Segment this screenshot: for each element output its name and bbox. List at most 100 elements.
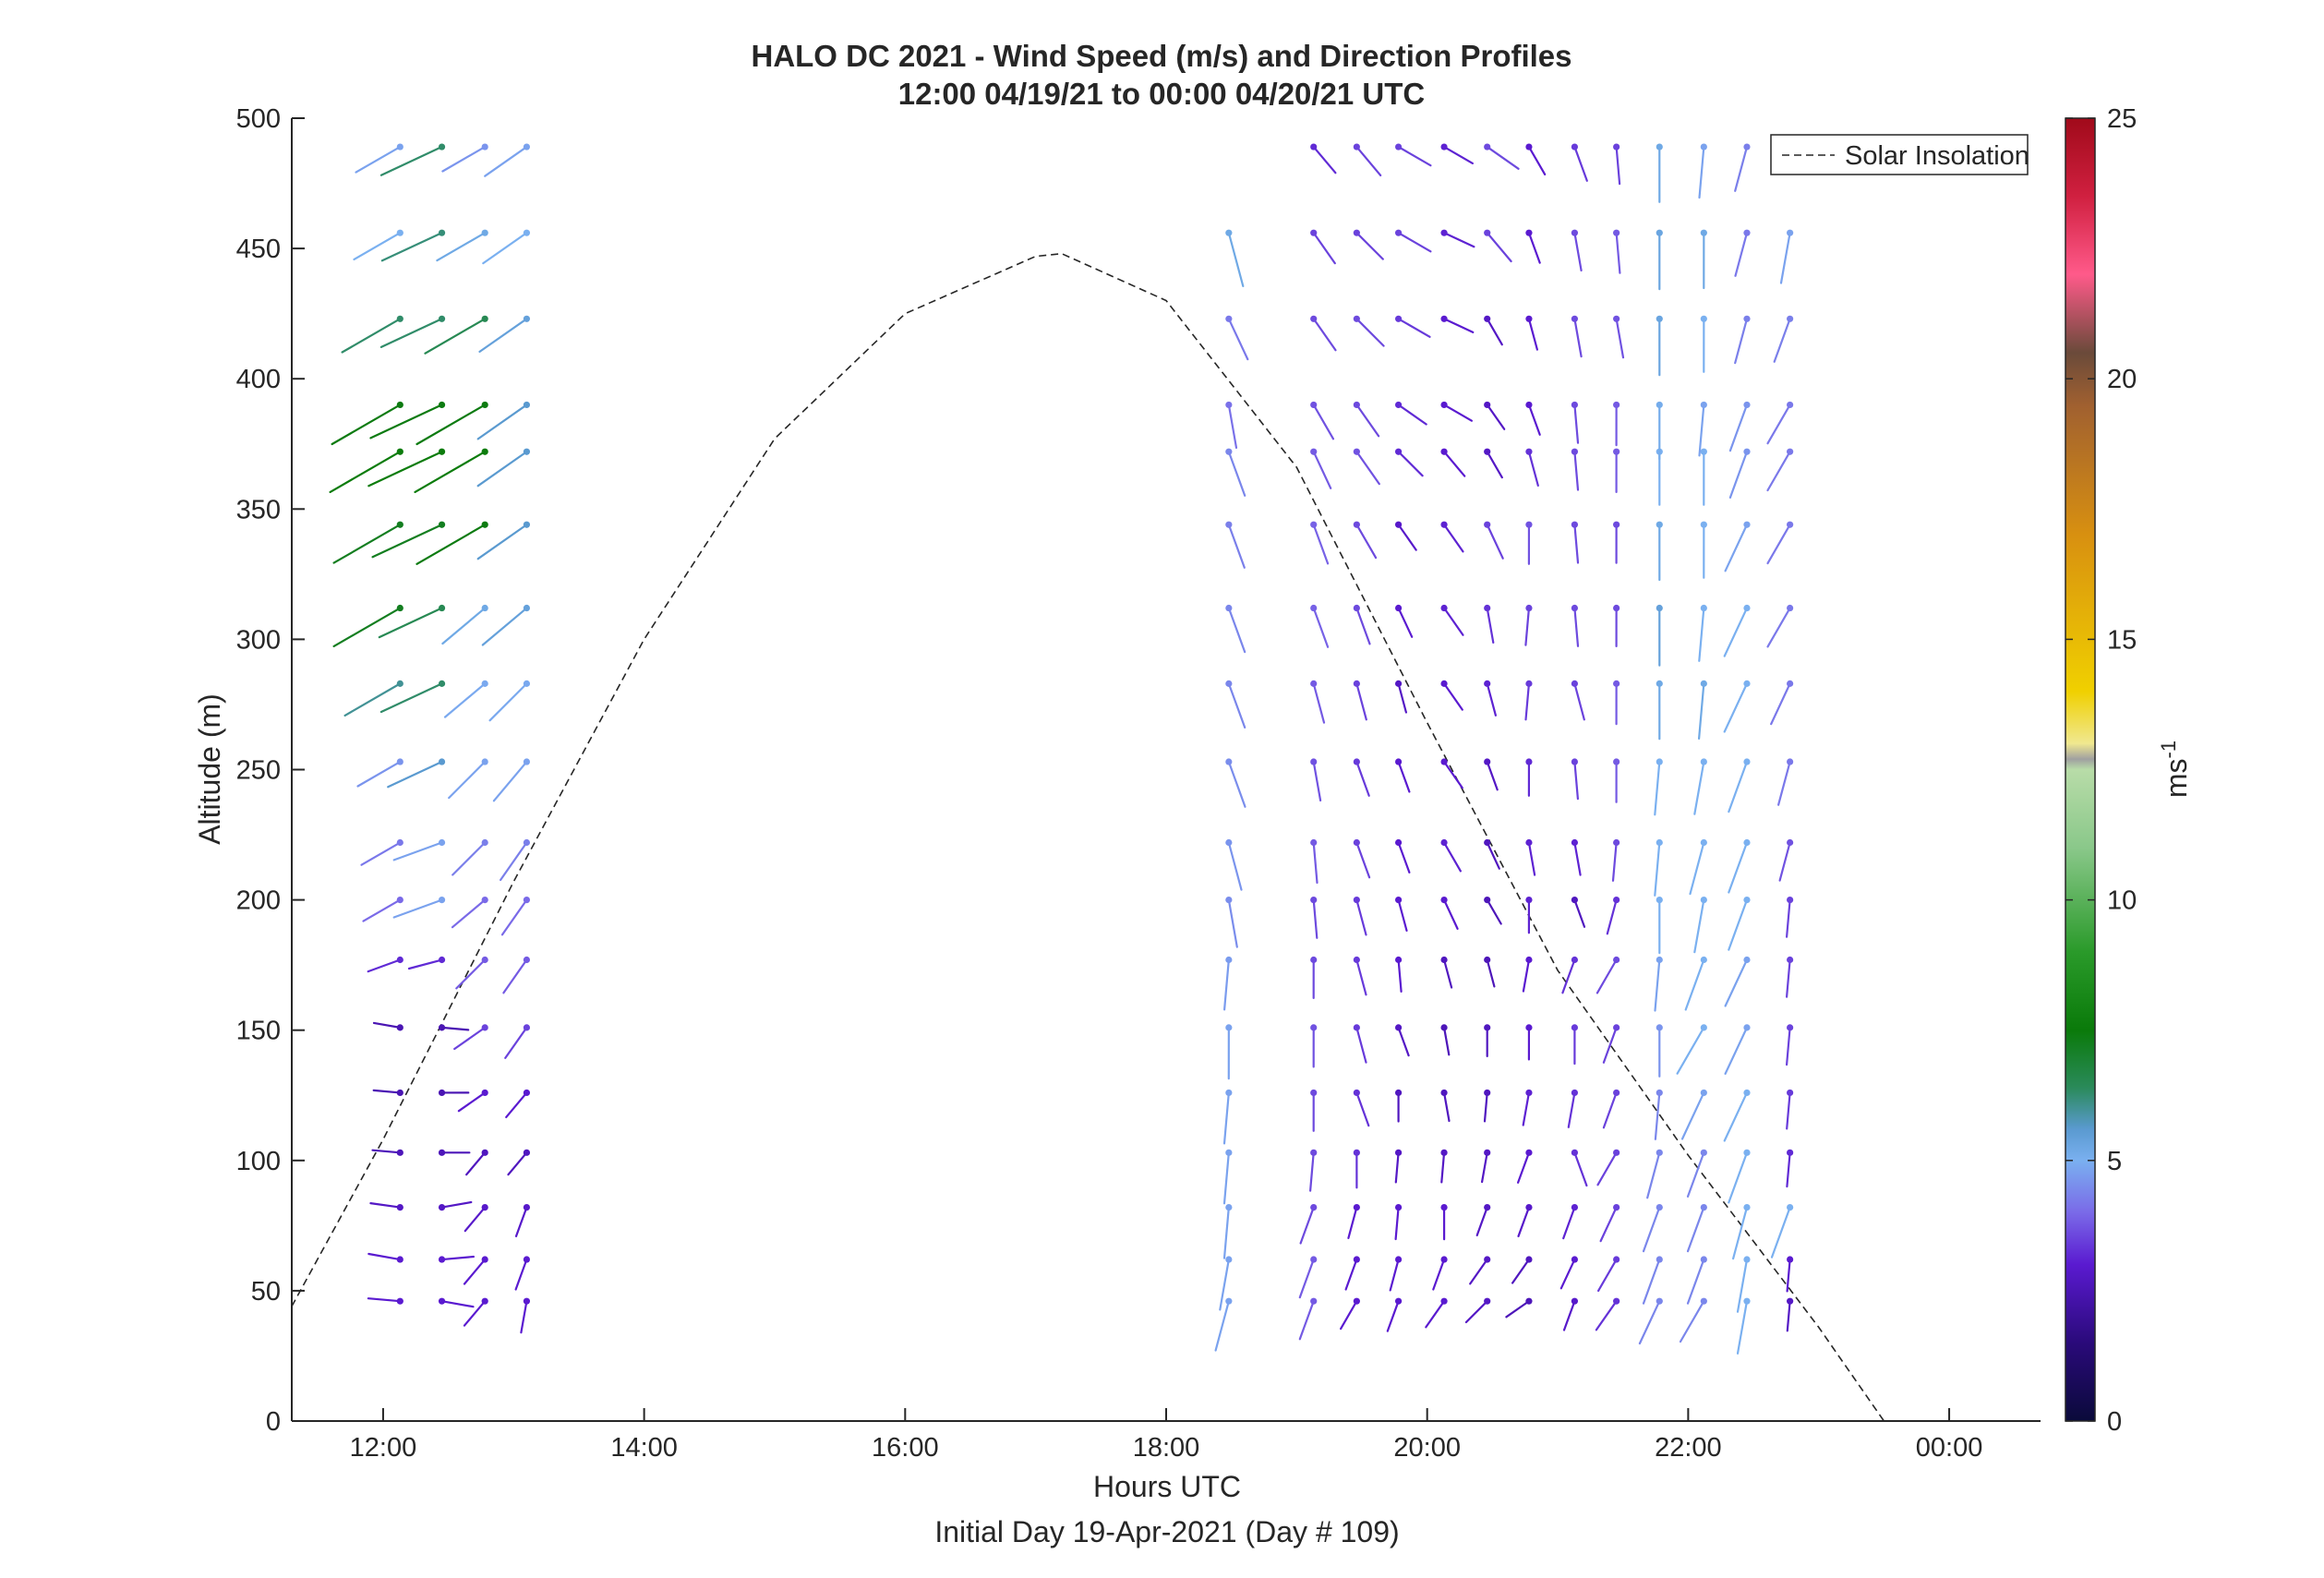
wind-barb-point xyxy=(396,838,403,847)
wind-barb-point xyxy=(1613,1297,1620,1305)
colorbar-tick-label: 15 xyxy=(2107,625,2137,655)
wind-barb-point xyxy=(1656,229,1663,236)
wind-barb xyxy=(1736,1300,1749,1355)
wind-barb-point xyxy=(1656,401,1663,409)
wind-barb-point xyxy=(1310,956,1318,964)
y-tick-label: 100 xyxy=(236,1147,281,1176)
wind-barb xyxy=(414,451,487,494)
wind-barb-point xyxy=(1353,1203,1360,1211)
wind-barb-point xyxy=(1394,448,1403,455)
wind-barb-point xyxy=(1656,956,1663,964)
wind-barb-point xyxy=(1613,897,1620,904)
wind-barb-point xyxy=(438,401,446,409)
wind-barb-point xyxy=(1525,758,1533,765)
wind-barb xyxy=(1779,232,1791,284)
wind-barb-point xyxy=(1613,680,1620,687)
wind-barb-point xyxy=(1353,838,1360,847)
wind-barb-point xyxy=(1525,1089,1533,1097)
wind-barb xyxy=(1785,1026,1791,1066)
wind-barb-point xyxy=(1484,401,1491,409)
wind-profile-column xyxy=(1464,143,1520,1324)
wind-barb xyxy=(1442,958,1453,989)
colorbar-tick-label: 25 xyxy=(2107,104,2137,134)
wind-barb xyxy=(369,1201,402,1209)
wind-barb-point xyxy=(481,1256,488,1263)
wind-barb xyxy=(1483,1091,1488,1123)
wind-barb xyxy=(1486,318,1503,346)
wind-barb-point xyxy=(1225,838,1233,847)
colorbar-label-exponent: -1 xyxy=(2157,741,2180,759)
wind-barb-point xyxy=(1613,229,1620,236)
wind-barb xyxy=(1355,232,1384,260)
wind-barb xyxy=(1442,145,1475,164)
wind-barb xyxy=(505,1091,528,1119)
wind-barb-point xyxy=(1484,758,1491,765)
wind-barb-point xyxy=(1484,897,1491,904)
wind-barb xyxy=(1397,760,1411,793)
wind-barb-point xyxy=(1484,448,1491,455)
wind-barb-point xyxy=(396,1089,403,1097)
wind-profile-column xyxy=(1766,229,1794,1332)
wind-barb-point xyxy=(1484,1024,1491,1031)
solar-insolation-curve xyxy=(292,252,2041,1421)
wind-barb xyxy=(1615,318,1625,359)
wind-barb-point xyxy=(1225,897,1233,904)
wind-barb xyxy=(1339,1300,1358,1331)
colorbar-tick-label: 20 xyxy=(2107,365,2137,394)
wind-barb xyxy=(1693,760,1705,815)
wind-barb-point xyxy=(438,521,446,528)
wind-barb-point xyxy=(1310,838,1318,847)
wind-barb xyxy=(379,682,443,714)
wind-barb xyxy=(1389,1258,1400,1292)
wind-barb xyxy=(1480,1151,1488,1184)
wind-barb-point xyxy=(1484,1297,1491,1305)
wind-barb xyxy=(1397,524,1417,551)
wind-barb-point xyxy=(523,1297,531,1305)
wind-barb-point xyxy=(481,680,488,687)
wind-barb xyxy=(1573,318,1583,358)
wind-barb xyxy=(1312,682,1326,724)
wind-barb xyxy=(1397,841,1411,874)
wind-barb xyxy=(1728,841,1749,894)
wind-barb-point xyxy=(1743,838,1751,847)
wind-barb-point xyxy=(396,1149,403,1156)
wind-barb-point xyxy=(1225,448,1233,455)
wind-barb-point xyxy=(396,521,403,528)
wind-barb-point xyxy=(1310,1203,1318,1211)
wind-barb-point xyxy=(523,838,531,847)
wind-barb xyxy=(1776,760,1791,806)
wind-barb xyxy=(1347,1206,1358,1240)
wind-barb xyxy=(1355,682,1367,721)
wind-barb xyxy=(1615,145,1621,186)
wind-barb-point xyxy=(523,315,531,322)
wind-barb xyxy=(1642,1258,1661,1305)
wind-barb xyxy=(514,1258,528,1291)
wind-barb-point xyxy=(1310,1024,1318,1031)
wind-barb-point xyxy=(1700,1256,1707,1263)
wind-barb xyxy=(1486,898,1502,925)
wind-barb xyxy=(1596,1151,1618,1187)
wind-barb-point xyxy=(1743,1149,1751,1156)
wind-barb xyxy=(1573,1151,1588,1187)
wind-barb xyxy=(504,1026,528,1059)
wind-barb xyxy=(1595,958,1618,994)
wind-barb xyxy=(367,1297,402,1303)
wind-barb-point xyxy=(1613,448,1620,455)
wind-barb-point xyxy=(1613,401,1620,409)
wind-barb-point xyxy=(1353,1297,1360,1305)
wind-barb-point xyxy=(481,838,488,847)
wind-barb xyxy=(1312,607,1330,648)
wind-barb-point xyxy=(1656,1024,1663,1031)
wind-barb xyxy=(1312,524,1330,565)
wind-barb-point xyxy=(1787,448,1794,455)
wind-barb xyxy=(1786,1091,1791,1130)
wind-barb-point xyxy=(1353,1089,1360,1097)
wind-barb-point xyxy=(1440,604,1448,612)
wind-barb xyxy=(448,760,487,800)
wind-barb xyxy=(1734,318,1749,365)
wind-barb-point xyxy=(1700,1089,1707,1097)
wind-barb-point xyxy=(481,143,488,151)
wind-barb-point xyxy=(396,315,403,322)
wind-barb xyxy=(367,958,402,973)
